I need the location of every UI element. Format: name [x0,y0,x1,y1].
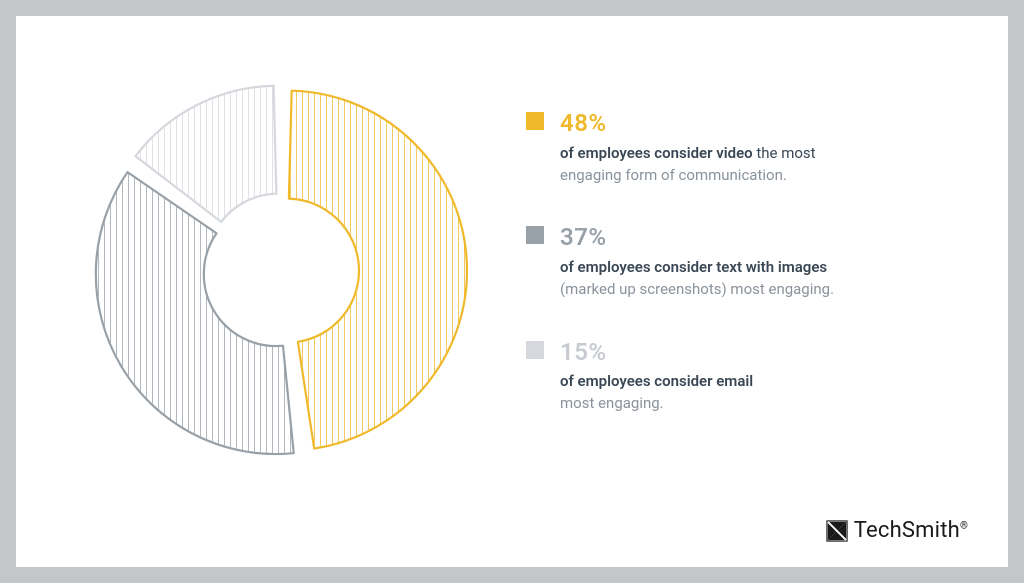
legend-percent: 37% [560,220,834,255]
legend-percent: 48% [560,106,816,141]
legend: 48%of employees consider video the moste… [476,76,938,449]
legend-line1: of employees consider video the most [560,143,816,165]
legend-text: 48%of employees consider video the moste… [560,106,816,186]
donut-svg [86,76,476,466]
legend-item: 48%of employees consider video the moste… [526,106,938,186]
brand-mark-icon [826,520,848,542]
legend-text: 37%of employees consider text with image… [560,220,834,300]
legend-swatch [526,112,544,130]
legend-item: 37%of employees consider text with image… [526,220,938,300]
infographic-card: 48%of employees consider video the moste… [16,16,1008,567]
legend-line1: of employees consider text with images [560,257,834,279]
legend-line2: (marked up screenshots) most engaging. [560,279,834,301]
legend-percent: 15% [560,335,753,370]
donut-chart [86,76,476,466]
legend-line1: of employees consider email [560,371,753,393]
legend-swatch [526,226,544,244]
legend-text: 15%of employees consider emailmost engag… [560,335,753,415]
legend-line2: engaging form of communication. [560,165,816,187]
legend-swatch [526,341,544,359]
donut-slice-video [289,91,467,449]
legend-item: 15%of employees consider emailmost engag… [526,335,938,415]
brand-name: TechSmith® [854,518,968,543]
donut-slice-images [96,172,294,454]
brand-logo: TechSmith® [826,518,968,543]
legend-line2: most engaging. [560,393,753,415]
